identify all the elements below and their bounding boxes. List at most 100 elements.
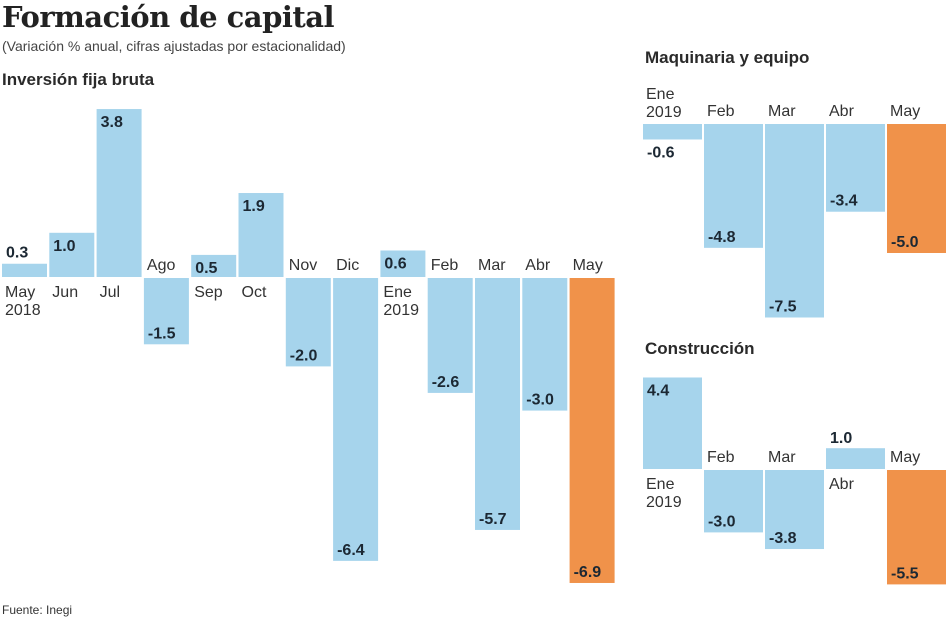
category-label-line: Oct <box>242 284 267 301</box>
bar <box>643 124 702 140</box>
bar <box>826 448 885 469</box>
data-label: -7.5 <box>769 299 797 316</box>
category-label-line: Feb <box>707 449 735 466</box>
source-note: Fuente: Inegi <box>2 603 73 617</box>
category-label-line: Jun <box>52 284 78 301</box>
data-label: 1.0 <box>830 430 852 447</box>
bar <box>333 278 379 561</box>
category-label-line: Ene <box>646 476 675 493</box>
panel-title-inversion: Inversión fija bruta <box>2 70 155 89</box>
category-label: Nov <box>289 257 317 274</box>
bar <box>765 470 824 550</box>
data-label: -2.0 <box>290 347 318 364</box>
data-label: -6.4 <box>337 542 365 559</box>
bar <box>143 278 189 345</box>
bar <box>826 124 885 212</box>
data-label: 4.4 <box>647 382 669 399</box>
category-label: Abr <box>829 103 855 120</box>
category-label-line: Feb <box>431 257 459 274</box>
category-label-line: Mar <box>768 449 796 466</box>
category-label: May <box>573 257 603 274</box>
category-label: May 2018 <box>5 284 41 319</box>
bar <box>887 124 946 253</box>
category-label: Mar <box>768 103 796 120</box>
category-label-line: 2019 <box>383 302 419 319</box>
data-label: -3.0 <box>526 392 554 409</box>
category-label: Ene 2019 <box>383 284 419 319</box>
bar <box>238 193 284 277</box>
panel-maquinaria: -0.6 Ene 2019 -4.8 Feb -7.5 Mar -3.4 Abr -5.0 May <box>643 86 946 318</box>
category-label: Ene 2019 <box>646 86 682 121</box>
category-label-line: Ago <box>147 257 176 274</box>
data-label: 0.6 <box>384 255 406 272</box>
bar <box>380 250 426 277</box>
category-label: Sep <box>194 284 223 301</box>
category-label-line: 2019 <box>646 494 682 511</box>
data-label: -4.8 <box>708 229 736 246</box>
panel-construccion: 4.4 Ene 2019 -3.0 Feb -3.8 Mar 1.0 Abr -5.5 May <box>643 377 946 585</box>
bar <box>49 232 95 277</box>
category-label-line: May <box>5 284 35 301</box>
category-label-line: 2019 <box>646 104 682 121</box>
category-label: May <box>890 449 920 466</box>
category-label-line: May <box>890 449 920 466</box>
category-label-line: May <box>573 257 603 274</box>
panel-title-maquinaria: Maquinaria y equipo <box>645 48 810 67</box>
bar <box>704 124 763 248</box>
category-label-line: Feb <box>707 103 735 120</box>
category-label-line: Abr <box>829 476 855 493</box>
bar <box>569 278 615 583</box>
category-label-line: Abr <box>525 257 551 274</box>
data-label: -5.0 <box>891 234 919 251</box>
category-label: Feb <box>707 103 735 120</box>
data-label: -3.8 <box>769 530 797 547</box>
category-label: Mar <box>768 449 796 466</box>
data-label: -3.4 <box>830 193 858 210</box>
data-label: -3.0 <box>708 513 736 530</box>
bar <box>2 263 47 277</box>
data-label: -5.7 <box>479 511 507 528</box>
category-label: Feb <box>707 449 735 466</box>
chart-title: Formación de capital <box>2 0 335 34</box>
category-label: Ago <box>147 257 176 274</box>
bar <box>285 278 331 367</box>
panel-title-construccion: Construcción <box>645 339 755 358</box>
category-label: Mar <box>478 257 506 274</box>
data-label: -2.6 <box>432 374 460 391</box>
bar <box>765 124 824 318</box>
data-label: 0.3 <box>6 245 28 262</box>
category-label-line: Jul <box>100 284 120 301</box>
category-label: Jul <box>100 284 120 301</box>
category-label-line: Mar <box>478 257 506 274</box>
category-label-line: Abr <box>829 103 855 120</box>
data-label: 3.8 <box>101 114 123 131</box>
category-label-line: 2018 <box>5 302 41 319</box>
category-label-line: May <box>890 103 920 120</box>
data-label: 1.9 <box>243 198 265 215</box>
bar <box>887 470 946 585</box>
category-label-line: Mar <box>768 103 796 120</box>
category-label: May <box>890 103 920 120</box>
bar <box>522 278 568 411</box>
bar <box>191 254 237 277</box>
bar <box>427 278 473 393</box>
category-label-line: Dic <box>336 257 359 274</box>
data-label: 1.0 <box>53 238 75 255</box>
bar <box>643 377 702 469</box>
category-label-line: Ene <box>646 86 675 103</box>
category-label: Oct <box>242 284 267 301</box>
category-label-line: Ene <box>383 284 412 301</box>
category-label: Ene 2019 <box>646 476 682 511</box>
bar <box>704 470 763 533</box>
data-label: -6.9 <box>574 564 602 581</box>
bar <box>96 109 142 277</box>
category-label: Abr <box>525 257 551 274</box>
category-label: Jun <box>52 284 78 301</box>
category-label: Feb <box>431 257 459 274</box>
data-label: -1.5 <box>148 325 176 342</box>
data-label: -0.6 <box>647 144 675 161</box>
category-label: Dic <box>336 257 359 274</box>
category-label-line: Nov <box>289 257 317 274</box>
